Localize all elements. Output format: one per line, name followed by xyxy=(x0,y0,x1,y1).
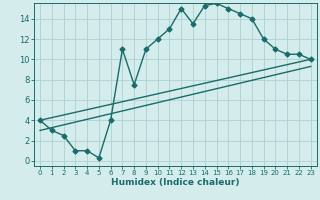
X-axis label: Humidex (Indice chaleur): Humidex (Indice chaleur) xyxy=(111,178,240,187)
